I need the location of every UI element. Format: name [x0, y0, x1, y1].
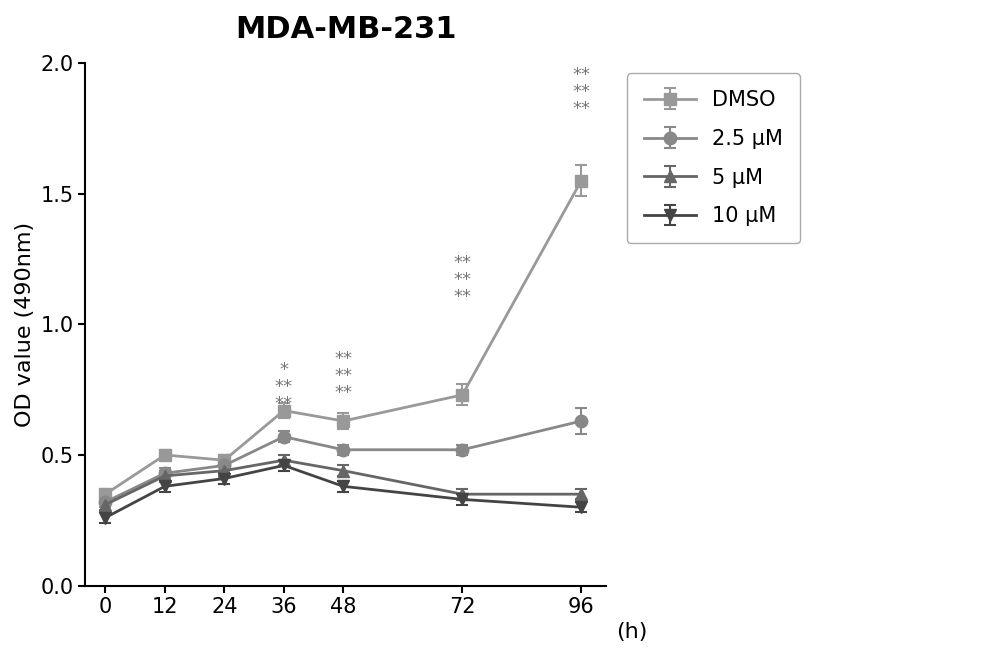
Text: **: **	[572, 100, 590, 117]
Text: **: **	[453, 288, 471, 306]
Text: **: **	[572, 66, 590, 83]
Text: **: **	[453, 254, 471, 272]
Legend: DMSO, 2.5 μM, 5 μM, 10 μM: DMSO, 2.5 μM, 5 μM, 10 μM	[627, 73, 800, 243]
Text: **: **	[453, 271, 471, 289]
Text: *: *	[279, 361, 288, 379]
Y-axis label: OD value (490nm): OD value (490nm)	[15, 222, 35, 427]
Text: **: **	[275, 395, 293, 413]
Text: **: **	[334, 384, 352, 402]
Text: **: **	[334, 350, 352, 369]
Text: (h): (h)	[617, 623, 648, 642]
Title: MDA-MB-231: MDA-MB-231	[235, 15, 457, 44]
Text: **: **	[334, 367, 352, 386]
Text: **: **	[275, 378, 293, 396]
Text: **: **	[572, 83, 590, 100]
